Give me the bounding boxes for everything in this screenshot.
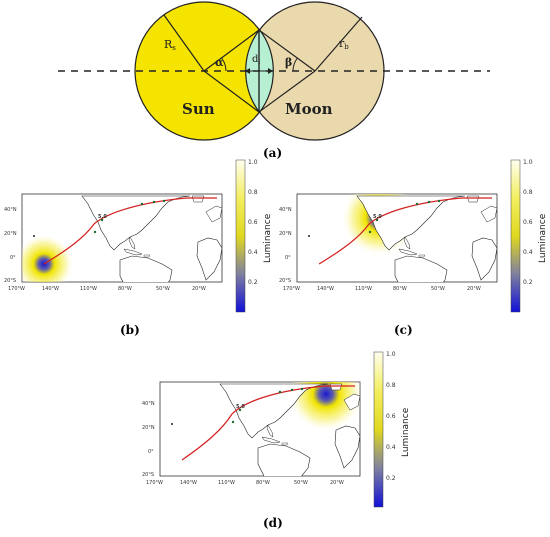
d-arrow-right-head <box>268 68 273 74</box>
track-markers <box>93 199 166 234</box>
beta-label: β <box>285 56 292 69</box>
colorbar-title: Luminance <box>401 407 411 457</box>
panel-label-a: (a) <box>263 146 283 160</box>
cb-tick-2: 0.8 <box>248 189 258 196</box>
lon-tick-140w: 140°W <box>42 286 59 292</box>
cb-tick-1: 1.0 <box>248 159 258 166</box>
lat-tick-20s: 20°S <box>4 278 16 284</box>
beta-arc <box>292 57 298 72</box>
cb-tick-3: 0.6 <box>386 413 396 420</box>
cb-tick-2: 0.8 <box>523 189 533 196</box>
lat-tick-40n: 40°N <box>142 401 155 407</box>
cb-tick-1: 1.0 <box>386 351 396 358</box>
lat-tick-0: 0° <box>10 255 16 261</box>
lon-tick-80w: 80°W <box>393 286 407 292</box>
lon-tick-50w: 50°W <box>156 286 170 292</box>
lat-tick-40n: 40°N <box>4 207 17 213</box>
cb-tick-5: 0.2 <box>386 475 396 482</box>
lon-tick-50w: 50°W <box>294 480 308 486</box>
track-markers <box>368 199 441 234</box>
lat-tick-20s: 20°S <box>279 278 291 284</box>
lat-tick-20n: 20°N <box>4 231 17 237</box>
map-panel-b: 40°N 20°N 0° 20°S 5.0 170°W 140°W 110°W … <box>4 159 273 313</box>
alpha-label: α <box>215 56 224 69</box>
cb-tick-4: 0.4 <box>523 249 533 256</box>
eclipse-track <box>318 197 492 265</box>
lon-tick-80w: 80°W <box>256 480 270 486</box>
lon-tick-170w: 170°W <box>8 286 25 292</box>
panel-label-c: (c) <box>394 323 413 337</box>
moon-radius-line <box>314 16 363 72</box>
colorbar-title: Luminance <box>538 213 548 263</box>
d-arrow-left-head <box>245 68 250 74</box>
track-label: 5.0 <box>373 214 382 220</box>
alpha-arc <box>221 57 227 72</box>
eclipse-track <box>43 197 217 265</box>
lon-tick-110w: 110°W <box>80 286 97 292</box>
cb-tick-3: 0.6 <box>523 219 533 226</box>
lat-tick-40n: 40°N <box>279 207 292 213</box>
lon-tick-110w: 110°W <box>355 286 372 292</box>
moon-label: Moon <box>285 100 333 118</box>
cb-tick-2: 0.8 <box>386 382 396 389</box>
eclipse-track <box>181 385 355 461</box>
cb-tick-5: 0.2 <box>523 279 533 286</box>
cb-tick-1: 1.0 <box>523 159 533 166</box>
lon-tick-140w: 140°W <box>180 480 197 486</box>
r-moon-label: rb <box>339 37 349 51</box>
lat-tick-20s: 20°S <box>142 472 154 478</box>
luminance-spot <box>22 234 74 282</box>
cb-tick-5: 0.2 <box>248 279 258 286</box>
lat-tick-0: 0° <box>148 449 154 455</box>
lon-tick-20w: 20°W <box>330 480 344 486</box>
lon-tick-20w: 20°W <box>467 286 481 292</box>
lon-tick-110w: 110°W <box>218 480 235 486</box>
lat-tick-20n: 20°N <box>142 425 155 431</box>
cb-tick-4: 0.4 <box>386 444 396 451</box>
panel-label-b: (b) <box>120 323 140 337</box>
cb-tick-3: 0.6 <box>248 219 258 226</box>
panel-label-d: (d) <box>263 516 283 530</box>
lon-tick-170w: 170°W <box>283 286 300 292</box>
map-panel-d: 40°N 20°N 0° 20°S 5.0 170°W 140°W 110°W … <box>142 351 411 508</box>
cb-tick-4: 0.4 <box>248 249 258 256</box>
d-label: di <box>252 54 260 66</box>
lat-tick-0: 0° <box>285 255 291 261</box>
luminance-spot <box>288 382 360 432</box>
colorbar <box>373 351 384 508</box>
r-sun-label: Rs <box>164 38 176 52</box>
sun-radius-line <box>163 14 205 72</box>
track-label: 5.0 <box>98 214 107 220</box>
sun-moon-diagram: Sun Moon Rs rb α β di <box>58 1 490 141</box>
lat-tick-20n: 20°N <box>279 231 292 237</box>
track-label: 5.0 <box>236 404 245 410</box>
lon-tick-20w: 20°W <box>192 286 206 292</box>
colorbar <box>235 159 246 313</box>
colorbar <box>510 159 521 313</box>
track-markers <box>231 387 304 424</box>
lon-tick-50w: 50°W <box>431 286 445 292</box>
lon-tick-140w: 140°W <box>317 286 334 292</box>
lon-tick-80w: 80°W <box>118 286 132 292</box>
map-panel-c: 40°N 20°N 0° 20°S 5.0 170°W 140°W 110°W … <box>279 159 548 313</box>
colorbar-title: Luminance <box>263 213 273 263</box>
sun-label: Sun <box>182 100 215 118</box>
lon-tick-170w: 170°W <box>146 480 163 486</box>
